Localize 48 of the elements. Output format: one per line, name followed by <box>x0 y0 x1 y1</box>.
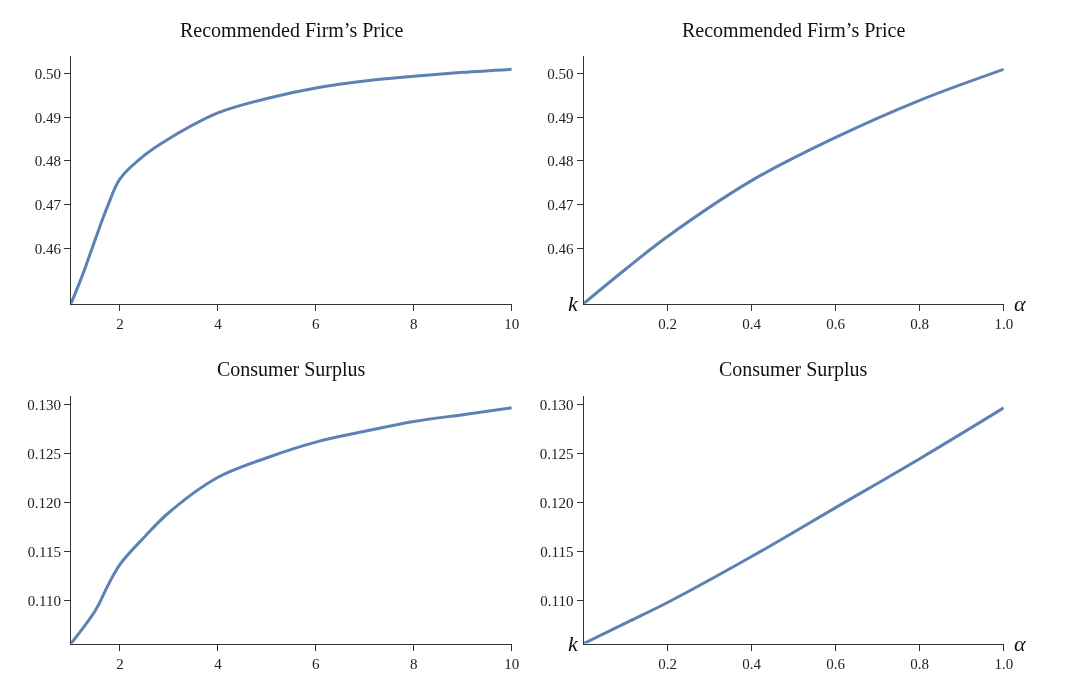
chart-title: Recommended Firm’s Price <box>682 19 906 41</box>
chart-title: Recommended Firm’s Price <box>180 19 404 41</box>
x-tick-label: 4 <box>214 655 223 672</box>
x-tick-label: 0.4 <box>742 315 762 332</box>
x-tick-label: 0.2 <box>658 655 677 672</box>
chart-title: Consumer Surplus <box>719 358 868 381</box>
y-tick-label: 0.110 <box>540 592 574 609</box>
x-tick-label: 6 <box>312 315 321 332</box>
y-tick-label: 0.125 <box>27 446 61 463</box>
y-axis-title: k <box>568 291 579 316</box>
x-tick-label: 1.0 <box>994 655 1014 672</box>
y-tick-label: 0.130 <box>539 397 574 414</box>
y-axis-title: k <box>568 631 579 656</box>
y-tick-label: 0.47 <box>34 196 62 213</box>
x-tick-label: 1.0 <box>994 315 1014 332</box>
y-tick-label: 0.50 <box>34 65 61 82</box>
x-tick-label: 6 <box>312 655 321 672</box>
x-tick-label: 2 <box>116 655 124 672</box>
y-tick-label: 0.46 <box>547 240 574 257</box>
y-tick-label: 0.110 <box>27 592 61 609</box>
x-tick-label: 8 <box>410 655 418 672</box>
x-tick-label: 0.2 <box>658 315 677 332</box>
x-tick-label: 8 <box>410 315 418 332</box>
y-tick-label: 0.47 <box>547 196 574 213</box>
chart-title: Consumer Surplus <box>217 358 366 381</box>
x-tick-label: 0.8 <box>910 655 930 672</box>
x-tick-label: 10 <box>504 315 520 332</box>
y-tick-label: 0.50 <box>547 65 574 82</box>
y-tick-label: 0.120 <box>539 494 574 511</box>
y-tick-label: 0.115 <box>540 543 574 560</box>
y-tick-label: 0.115 <box>27 543 61 560</box>
y-tick-label: 0.120 <box>27 494 61 511</box>
x-tick-label: 4 <box>214 315 223 332</box>
x-tick-label: 0.4 <box>742 655 762 672</box>
x-tick-label: 0.6 <box>826 655 846 672</box>
x-tick-label: 0.8 <box>910 315 930 332</box>
x-tick-label: 2 <box>116 315 124 332</box>
y-tick-label: 0.48 <box>34 153 61 170</box>
y-tick-label: 0.49 <box>547 109 574 126</box>
y-tick-label: 0.46 <box>34 240 62 257</box>
y-tick-label: 0.48 <box>547 153 574 170</box>
y-tick-label: 0.125 <box>539 446 574 463</box>
x-axis-title: α <box>1014 291 1026 316</box>
y-tick-label: 0.49 <box>34 109 61 126</box>
x-tick-label: 10 <box>504 655 520 672</box>
x-tick-label: 0.6 <box>826 315 846 332</box>
y-tick-label: 0.130 <box>27 397 61 414</box>
x-axis-title: α <box>1014 631 1026 656</box>
